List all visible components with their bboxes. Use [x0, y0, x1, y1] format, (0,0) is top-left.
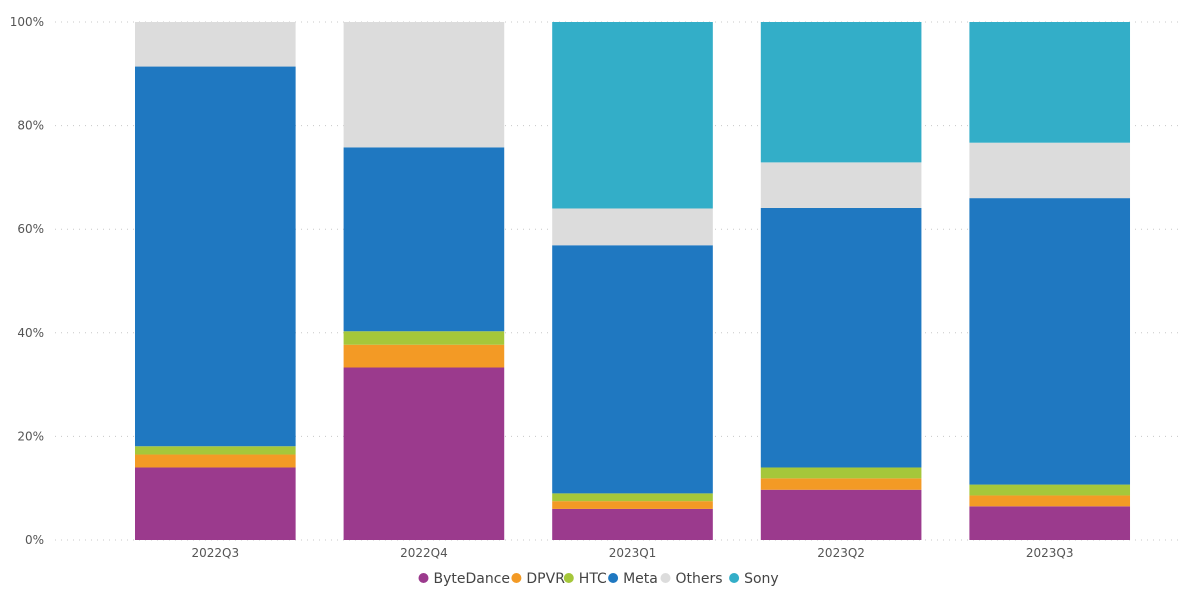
bar-segment-htc [552, 493, 713, 502]
legend: ByteDance DPVR HTC Meta Others Sony [418, 571, 779, 587]
legend-label: HTC [579, 571, 607, 587]
bar-segment-htc [343, 331, 505, 345]
legend-item-others: Others [660, 571, 723, 587]
legend-marker [608, 573, 619, 583]
y-tick-label: 80% [17, 119, 44, 133]
y-tick-label: 40% [17, 326, 44, 340]
x-tick-label: 2022Q4 [400, 546, 448, 560]
legend-item-dpvr: DPVR [511, 571, 565, 587]
legend-label: Meta [623, 571, 658, 587]
bar-column-2023Q2 [760, 22, 922, 540]
bar-segment-bytedance [552, 508, 713, 540]
y-tick-label: 20% [17, 429, 44, 443]
legend-item-sony: Sony [729, 571, 779, 587]
bar-segment-dpvr [343, 344, 505, 368]
legend-marker [729, 573, 740, 583]
y-tick-label: 60% [17, 222, 44, 236]
legend-marker [660, 573, 671, 583]
y-axis-ticks: 0% 20% 40% 60% 80% 100% [10, 15, 44, 547]
bar-segment-others [760, 162, 922, 208]
bar-segment-bytedance [343, 367, 505, 540]
legend-marker [563, 573, 574, 583]
bar-segment-meta [135, 66, 296, 447]
bar-segment-dpvr [552, 501, 713, 509]
bar-segment-bytedance [135, 467, 296, 540]
bar-segment-meta [343, 147, 505, 332]
legend-label: Sony [744, 571, 779, 587]
bar-segment-others [969, 142, 1131, 199]
bar-segment-sony [760, 22, 922, 163]
bar-segment-others [552, 208, 713, 246]
bar-column-2022Q4 [343, 22, 505, 540]
legend-label: Others [676, 571, 723, 587]
bar-segment-dpvr [760, 478, 922, 490]
legend-marker [511, 573, 522, 583]
bar-segment-sony [969, 22, 1131, 143]
bar-segment-meta [760, 207, 922, 468]
bar-segment-meta [969, 198, 1131, 485]
bar-segment-bytedance [969, 506, 1131, 540]
bar-segment-dpvr [969, 495, 1131, 507]
bars [135, 22, 1131, 540]
x-tick-label: 2023Q1 [609, 546, 657, 560]
bar-column-2022Q3 [135, 22, 296, 540]
y-tick-label: 100% [10, 15, 44, 29]
legend-item-meta: Meta [608, 571, 658, 587]
x-tick-label: 2022Q3 [191, 546, 239, 560]
bar-column-2023Q3 [969, 22, 1131, 540]
bar-segment-htc [969, 484, 1131, 496]
bar-segment-meta [552, 245, 713, 494]
y-tick-label: 0% [25, 533, 44, 547]
x-tick-label: 2023Q2 [817, 546, 865, 560]
bar-segment-htc [135, 446, 296, 455]
bar-column-2023Q1 [552, 22, 713, 540]
bar-segment-others [135, 22, 296, 67]
bar-segment-bytedance [760, 489, 922, 540]
legend-marker [418, 573, 429, 583]
legend-item-htc: HTC [563, 571, 607, 587]
x-tick-label: 2023Q3 [1026, 546, 1074, 560]
bar-segment-others [343, 22, 505, 148]
legend-item-bytedance: ByteDance [418, 571, 511, 587]
bar-segment-htc [760, 467, 922, 479]
x-axis-ticks: 2022Q3 2022Q4 2023Q1 2023Q2 2023Q3 [191, 546, 1073, 560]
bar-segment-sony [552, 22, 713, 209]
legend-label: ByteDance [434, 571, 511, 587]
legend-label: DPVR [526, 571, 565, 587]
bar-segment-dpvr [135, 454, 296, 468]
